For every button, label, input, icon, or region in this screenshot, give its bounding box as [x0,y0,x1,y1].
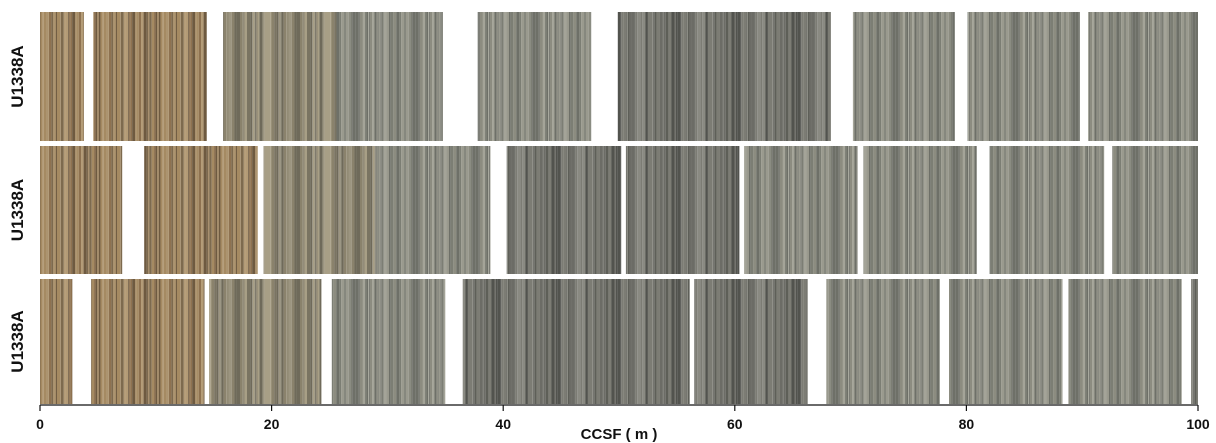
core-section [462,279,690,404]
core-section [852,12,955,141]
core-row: U1338A [8,12,1198,141]
core-section [1088,12,1198,141]
core-row: U1338A [8,146,1198,274]
x-tick-label: 80 [959,416,975,432]
row-label: U1338A [8,45,27,107]
core-section [40,279,73,404]
x-axis: 0 20 40 60 80 100 CCSF ( m ) [36,404,1210,443]
core-section [93,12,207,141]
x-tick-label: 20 [264,416,280,432]
core-section [1191,279,1198,404]
x-tick-label: 0 [36,416,44,432]
core-section [694,279,808,404]
core-section [336,12,443,141]
x-axis-ticks: 0 20 40 60 80 100 [36,405,1210,432]
core-section [375,146,491,274]
x-tick-label: 100 [1186,416,1210,432]
core-section [967,12,1080,141]
core-section [949,279,1063,404]
core-row: U1338A [8,279,1198,404]
core-section [331,279,446,404]
core-section [91,279,205,404]
core-section [144,146,258,274]
core-section [506,146,622,274]
core-section [625,146,740,274]
core-section [263,146,376,274]
core-section [863,146,977,274]
core-section [826,279,940,404]
core-section [744,146,858,274]
row-label: U1338A [8,310,27,372]
core-section [1112,146,1198,274]
core-rows: U1338A U1338A U1338A [8,12,1198,404]
core-section [40,12,84,141]
core-section [209,279,322,404]
core-section [477,12,592,141]
core-section [989,146,1105,274]
x-tick-label: 60 [727,416,743,432]
core-section [1068,279,1182,404]
core-section [223,12,337,141]
x-tick-label: 40 [495,416,511,432]
core-section [40,146,123,274]
x-axis-title: CCSF ( m ) [581,426,658,443]
row-label: U1338A [8,179,27,241]
core-section [617,12,831,141]
